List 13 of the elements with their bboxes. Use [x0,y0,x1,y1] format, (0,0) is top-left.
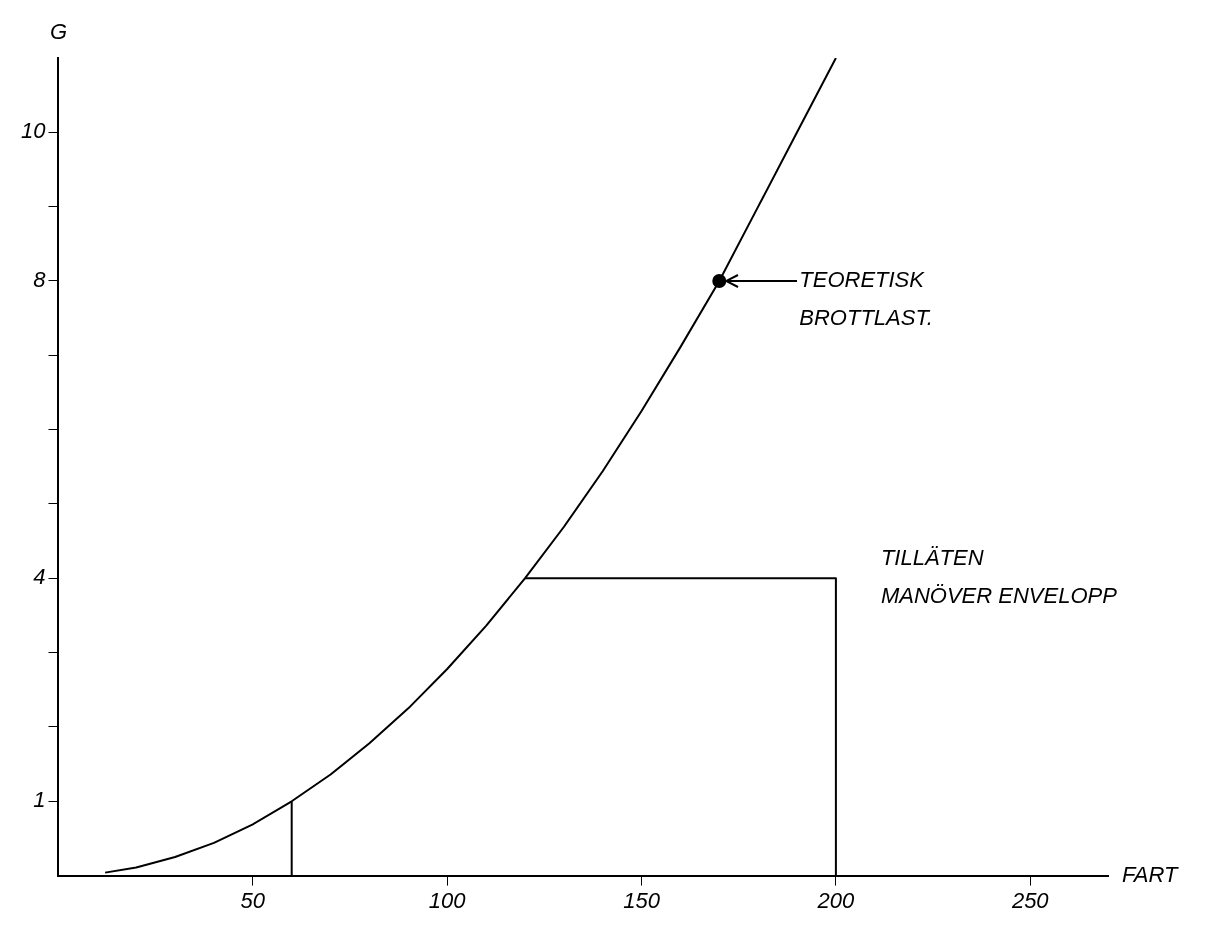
x-tick-label: 100 [428,887,467,913]
y-tick-label: 10 [20,118,47,144]
x-axis-title: FART [1122,861,1179,887]
y-tick-label: 1 [33,787,46,813]
x-tick-label: 50 [240,887,266,913]
x-tick-label: 150 [623,887,661,913]
annotation: TEORETISK BROTTLAST. [799,267,933,331]
x-tick-label: 200 [816,887,856,913]
y-tick-label: 4 [33,564,46,590]
annotation: TILLÄTEN MANÖVER ENVELOPP [880,545,1118,609]
y-axis-title: G [49,19,68,45]
y-tick-label: 8 [33,267,47,293]
x-tick-label: 250 [1010,887,1050,913]
